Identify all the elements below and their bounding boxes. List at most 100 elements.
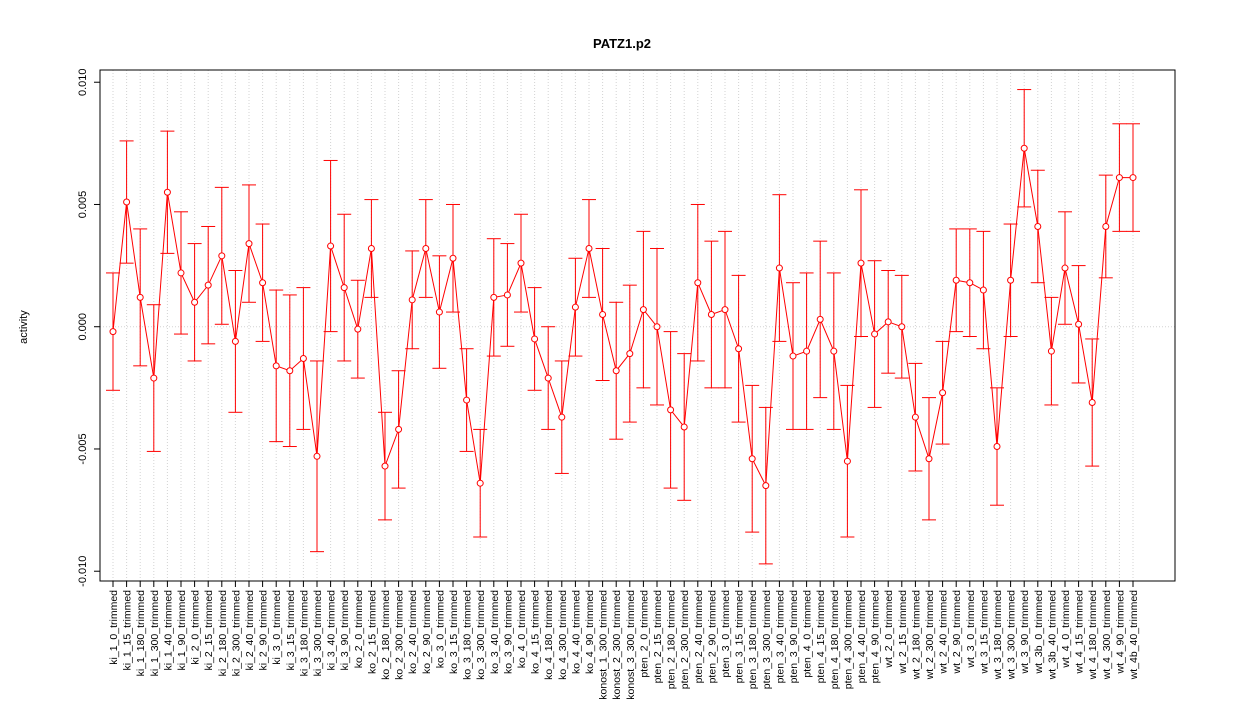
data-point <box>299 355 307 363</box>
data-point <box>571 303 579 311</box>
x-tick-label: wt_4b_40_trimmed <box>1128 590 1140 680</box>
x-tick-label: wt_2_15_trimmed <box>897 590 909 675</box>
x-tick-label: ko_2_0_trimmed <box>353 590 365 668</box>
data-point <box>707 310 715 318</box>
data-point <box>585 244 593 252</box>
data-line <box>112 148 1133 488</box>
x-tick-label: wt_2_40_trimmed <box>938 590 950 675</box>
x-tick-label: ki_1_40_trimmed <box>162 590 174 671</box>
data-point <box>544 374 552 382</box>
data-point <box>245 240 253 248</box>
data-point <box>680 423 688 431</box>
x-tick-label: wt_3_15_trimmed <box>978 590 990 675</box>
data-point <box>503 291 511 299</box>
x-tick-label: ko_3_15_trimmed <box>448 590 460 674</box>
data-point <box>422 244 430 252</box>
x-tick-label: pten_3_300_trimmed <box>761 590 773 689</box>
x-tick-label: ko_2_90_trimmed <box>421 590 433 674</box>
x-tick-label: wt_4_15_trimmed <box>1074 590 1086 675</box>
data-point <box>871 330 879 338</box>
x-tick-label: ko_3_90_trimmed <box>502 590 514 674</box>
x-tick-label: ko_2_40_trimmed <box>407 590 419 674</box>
data-point <box>191 298 199 306</box>
data-point <box>531 335 539 343</box>
x-tick-label: konost_1_300_trimmed <box>598 590 610 700</box>
x-tick-label: pten_2_40_trimmed <box>693 590 705 684</box>
data-point <box>340 284 348 292</box>
x-tick-label: ki_1_90_trimmed <box>176 590 188 671</box>
x-tick-label: ko_4_90_trimmed <box>584 590 596 674</box>
x-tick-label: ko_2_180_trimmed <box>380 590 392 680</box>
data-point <box>898 323 906 331</box>
data-point <box>1102 222 1110 230</box>
x-tick-label: wt_4_300_trimmed <box>1101 590 1113 680</box>
data-point <box>1075 320 1083 328</box>
data-point <box>381 462 389 470</box>
x-tick-label: ki_1_0_trimmed <box>108 590 120 665</box>
x-tick-label: pten_2_0_trimmed <box>638 590 650 678</box>
data-point <box>639 306 647 314</box>
data-point <box>816 315 824 323</box>
x-tick-label: ki_2_300_trimmed <box>230 590 242 677</box>
data-point <box>517 259 525 267</box>
data-point <box>721 306 729 314</box>
x-tick-label: wt_3_90_trimmed <box>1019 590 1031 675</box>
x-tick-label: wt_3_180_trimmed <box>992 590 1004 680</box>
x-tick-label: konost_3_300_trimmed <box>625 590 637 700</box>
data-point <box>449 254 457 262</box>
x-tick-label: ki_2_180_trimmed <box>217 590 229 677</box>
data-point <box>558 413 566 421</box>
data-point <box>748 455 756 463</box>
data-point <box>612 367 620 375</box>
x-tick-label: pten_3_90_trimmed <box>788 590 800 684</box>
data-point <box>1129 174 1137 182</box>
x-tick-label: ki_1_300_trimmed <box>149 590 161 677</box>
data-point <box>163 188 171 196</box>
data-point <box>626 350 634 358</box>
x-tick-label: wt_2_300_trimmed <box>924 590 936 680</box>
y-axis-label: activity <box>18 310 30 344</box>
x-tick-label: ko_3_40_trimmed <box>489 590 501 674</box>
y-tick-label: -0.010 <box>77 556 89 587</box>
x-tick-label: ko_4_40_trimmed <box>570 590 582 674</box>
x-tick-label: ki_1_180_trimmed <box>135 590 147 677</box>
x-tick-label: wt_2_0_trimmed <box>883 590 895 669</box>
data-point <box>1115 174 1123 182</box>
x-tick-label: wt_3b_40_trimmed <box>1046 590 1058 680</box>
data-point <box>775 264 783 272</box>
x-tick-label: ki_3_40_trimmed <box>326 590 338 671</box>
x-tick-label: pten_3_180_trimmed <box>747 590 759 689</box>
data-point <box>123 198 131 206</box>
data-point <box>735 345 743 353</box>
data-point <box>1007 276 1015 284</box>
x-tick-label: ki_3_0_trimmed <box>271 590 283 665</box>
data-point <box>979 286 987 294</box>
data-point <box>1061 264 1069 272</box>
data-point <box>272 362 280 370</box>
x-tick-label: ki_3_15_trimmed <box>285 590 297 671</box>
data-point <box>204 281 212 289</box>
x-tick-label: ki_2_0_trimmed <box>190 590 202 665</box>
x-tick-label: pten_2_300_trimmed <box>679 590 691 689</box>
x-tick-label: pten_4_40_trimmed <box>856 590 868 684</box>
x-tick-label: ki_2_90_trimmed <box>258 590 270 671</box>
data-point <box>667 406 675 414</box>
y-tick-label: 0.005 <box>77 191 89 219</box>
x-tick-label: pten_3_0_trimmed <box>720 590 732 678</box>
data-point <box>952 276 960 284</box>
x-tick-label: ko_3_300_trimmed <box>475 590 487 680</box>
data-point <box>1088 399 1096 407</box>
x-tick-label: pten_4_90_trimmed <box>870 590 882 684</box>
data-point <box>803 347 811 355</box>
data-point <box>150 374 158 382</box>
x-tick-label: ko_4_15_trimmed <box>530 590 542 674</box>
x-tick-label: ki_1_15_trimmed <box>122 590 134 671</box>
x-tick-label: wt_4_180_trimmed <box>1087 590 1099 680</box>
data-point <box>463 396 471 404</box>
data-point <box>694 279 702 287</box>
x-tick-label: wt_3b_0_trimmed <box>1033 590 1045 675</box>
data-point <box>925 455 933 463</box>
data-point <box>490 293 498 301</box>
